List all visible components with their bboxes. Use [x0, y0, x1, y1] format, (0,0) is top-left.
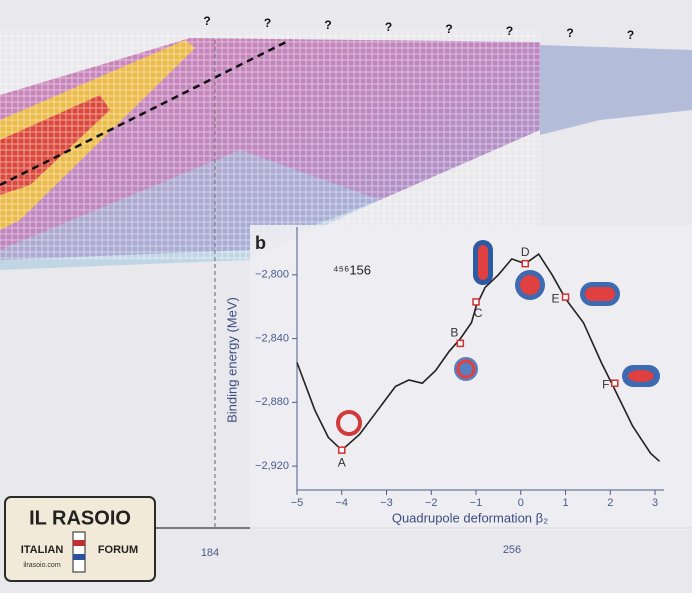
y-tick-label: −2,840	[255, 332, 289, 344]
y-tick-label: −2,920	[255, 460, 289, 472]
nucleus-label: ⁴⁵⁶156	[333, 262, 371, 277]
x-tick-label: −5	[291, 497, 304, 509]
x-tick-label: −2	[425, 497, 438, 509]
annotation-point	[521, 259, 530, 268]
watermark: IL RASOIO ITALIAN FORUM ilrasoio.com	[4, 496, 156, 582]
watermark-site: ilrasoio.com	[23, 562, 61, 569]
unknown-mark: ?	[566, 26, 573, 40]
watermark-title: IL RASOIO	[29, 507, 131, 529]
y-tick-label: −2,880	[255, 396, 289, 408]
bg-tick-label: 184	[201, 547, 219, 559]
annotation-label: B	[450, 326, 458, 340]
x-tick-label: 1	[562, 497, 568, 509]
x-tick-label: −1	[470, 497, 483, 509]
annotation-label: E	[552, 291, 560, 305]
annotation-point	[611, 379, 619, 387]
annotation-point	[561, 293, 570, 301]
nuclear-chart-background	[0, 30, 692, 530]
annotation-point	[472, 298, 480, 306]
unknown-mark: ?	[203, 14, 210, 28]
x-tick-label: 0	[518, 497, 524, 509]
energy-curve	[296, 252, 661, 462]
annotation-label: A	[338, 455, 346, 469]
bg-tick-label: 256	[503, 544, 521, 556]
annotation-point	[338, 446, 346, 454]
x-axis-label: Quadrupole deformation β₂	[392, 510, 548, 525]
x-tick-label: −4	[335, 497, 348, 509]
y-tick-label: −2,800	[255, 269, 289, 281]
watermark-right: FORUM	[98, 544, 138, 556]
y-axis-label: Binding energy (MeV)	[224, 297, 239, 423]
annotation-label: D	[521, 245, 530, 259]
x-tick-label: 3	[652, 497, 658, 509]
watermark-left: ITALIAN	[21, 544, 64, 556]
annotation-point	[456, 339, 465, 348]
unknown-mark: ?	[324, 18, 331, 32]
annotation-label: F	[602, 377, 609, 391]
unknown-mark: ?	[445, 22, 452, 36]
plot: −2,800 −2,840 −2,880 −2,920 −5 −4 −3 −2 −1 0 1 2 3 A B…	[255, 227, 664, 509]
x-tick-label: 2	[607, 497, 613, 509]
panel-label: b	[255, 233, 266, 253]
x-tick-label: −3	[380, 497, 393, 509]
unknown-mark: ?	[627, 28, 634, 42]
unknown-mark: ?	[506, 24, 513, 38]
unknown-mark: ?	[385, 20, 392, 34]
unknown-mark: ?	[264, 16, 271, 30]
shape-icons	[336, 240, 660, 436]
annotation-label: C	[474, 306, 483, 320]
